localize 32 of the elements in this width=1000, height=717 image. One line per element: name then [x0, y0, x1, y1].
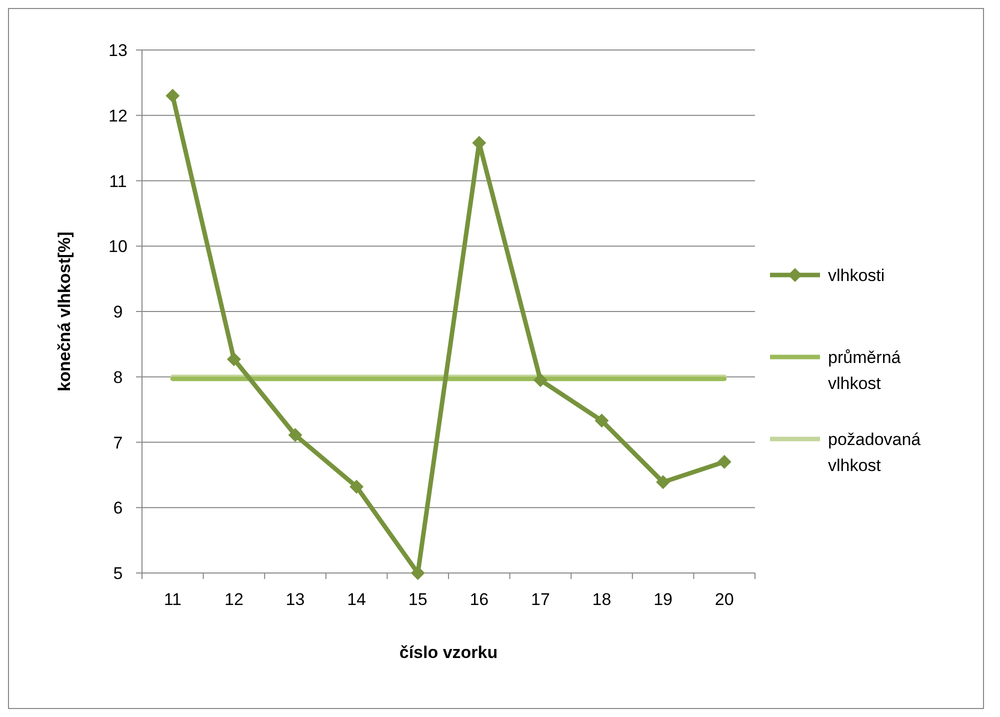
point [594, 414, 609, 428]
x-tick-label: 12 [224, 590, 244, 609]
y-tick-label: 7 [113, 433, 123, 452]
y-tick-label: 13 [108, 41, 128, 60]
x-tick-label: 19 [654, 590, 673, 609]
point [656, 475, 670, 490]
point [288, 428, 302, 442]
legend-label: průměrná vlhkost [828, 348, 902, 393]
point [226, 352, 241, 366]
x-tick-label: 16 [470, 590, 489, 609]
y-axis-title: konečná vlhkost[%] [55, 232, 74, 392]
y-tick-label: 12 [108, 106, 128, 126]
x-tick-label: 17 [530, 590, 550, 609]
y-tick-label: 6 [113, 498, 123, 518]
x-axis-title: číslo vzorku [399, 643, 498, 662]
x-tick-label: 18 [592, 590, 612, 609]
x-tick-label: 15 [408, 590, 428, 609]
x-tick-label: 11 [164, 590, 182, 609]
y-tick-label: 5 [113, 564, 123, 583]
point [533, 373, 548, 388]
y-tick-label: 11 [109, 172, 127, 191]
y-tick-label: 9 [113, 302, 123, 322]
x-tick-label: 13 [286, 590, 305, 609]
y-tick-label: 8 [113, 368, 123, 387]
legend-label: vlhkosti [828, 266, 885, 285]
point [717, 454, 732, 469]
legend-label: požadovaná vlhkost [828, 430, 922, 475]
point [350, 480, 364, 494]
x-tick-label: 14 [347, 590, 366, 609]
y-tick-label: 10 [108, 237, 128, 256]
x-tick-label: 20 [714, 590, 734, 609]
point [166, 88, 180, 103]
